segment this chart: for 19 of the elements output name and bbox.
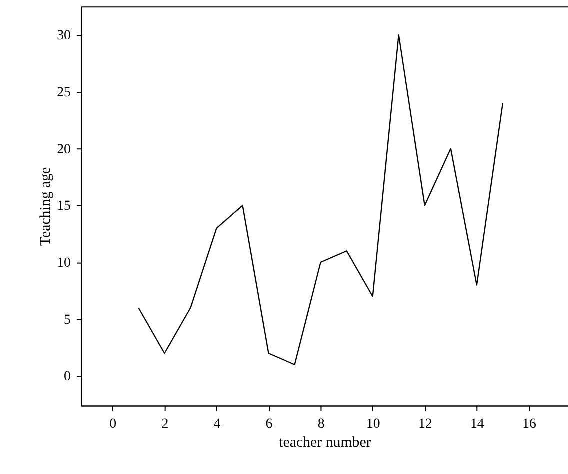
y-tick-label: 15 — [57, 199, 72, 214]
y-tick-label: 0 — [64, 370, 72, 385]
x-tick-label: 12 — [418, 417, 432, 432]
y-tick-label: 10 — [57, 256, 72, 271]
y-tick-label: 30 — [57, 28, 72, 44]
y-tick-label: 25 — [57, 85, 72, 100]
y-tick-label: 20 — [57, 142, 72, 158]
x-tick-label: 6 — [266, 417, 273, 432]
x-tick-label: 0 — [110, 417, 117, 432]
y-tick-label: 5 — [64, 312, 72, 328]
x-tick-label: 14 — [470, 417, 484, 432]
x-tick-label: 10 — [366, 417, 380, 432]
x-tick-label: 2 — [162, 417, 169, 432]
x-tick-label: 8 — [318, 417, 325, 432]
line-series — [138, 34, 504, 366]
x-axis-title: teacher number — [279, 435, 372, 452]
x-tick-label: 16 — [522, 417, 536, 432]
x-tick-label: 4 — [214, 417, 221, 432]
y-axis-title: Teaching age — [38, 166, 54, 246]
